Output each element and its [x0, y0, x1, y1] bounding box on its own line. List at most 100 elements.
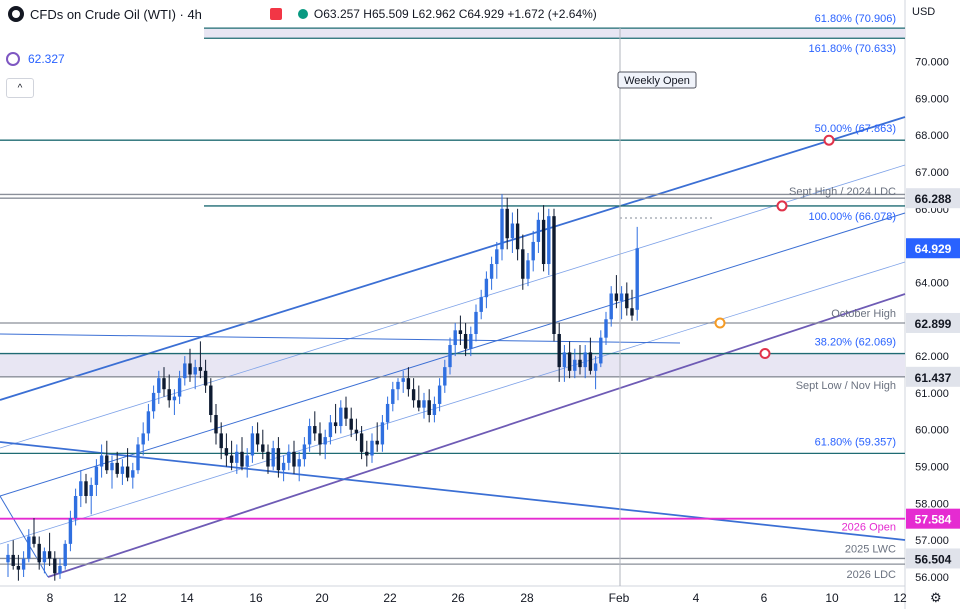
candle-body	[547, 216, 551, 265]
candle-body	[84, 481, 88, 496]
candle-body	[593, 363, 598, 371]
level-label: 161.80% (70.633)	[809, 43, 896, 55]
price-tag	[906, 312, 960, 333]
channel-quarter-line	[0, 164, 906, 449]
candle-body	[287, 451, 291, 463]
x-tick-label: 20	[315, 591, 329, 605]
weekly-open-tag	[617, 71, 697, 89]
candle-body	[541, 219, 546, 265]
level-label: 61.80% (59.357)	[815, 436, 896, 448]
channel-upper-line	[0, 116, 906, 401]
candle-body	[385, 403, 390, 423]
candle-body	[365, 451, 369, 456]
candle-body	[94, 466, 99, 485]
gear-icon[interactable]: ⚙	[930, 590, 942, 605]
candle-body	[6, 554, 10, 563]
y-tick-label: 68.000	[915, 130, 949, 142]
price-tag	[906, 188, 960, 209]
ohlc-readout: O63.257 H65.509 L62.962 C64.929 +1.672 (…	[313, 7, 597, 21]
candle-body	[422, 400, 426, 408]
price-tag-label: 64.929	[915, 242, 952, 256]
y-tick-label: 64.000	[915, 277, 949, 289]
candle-body	[105, 455, 109, 471]
level-label: 38.20% (62.069)	[815, 337, 896, 349]
x-tick-label: 12	[893, 591, 907, 605]
candle-body	[209, 385, 213, 415]
candle-body	[328, 422, 333, 438]
price-tag	[906, 366, 960, 387]
candle-body	[531, 241, 535, 261]
candle-body	[151, 392, 156, 412]
candle-body	[125, 466, 130, 478]
candle-body	[292, 451, 296, 467]
candle-body	[432, 403, 437, 415]
price-tag-label: 56.504	[915, 552, 952, 566]
candle-body	[219, 433, 223, 449]
y-tick-label: 62.000	[915, 351, 949, 363]
candle-body	[510, 223, 515, 239]
candle-body	[53, 558, 57, 574]
candle-body	[526, 260, 530, 279]
candle-body	[177, 378, 182, 397]
candle-body	[635, 248, 639, 310]
candle-body	[115, 462, 119, 474]
chart-header: CFDs on Crude Oil (WTI) · 4h O63.257 H65…	[0, 0, 905, 28]
candle-body	[391, 389, 395, 404]
candle-body	[396, 381, 400, 390]
candle-body	[349, 418, 353, 430]
candle-body	[120, 466, 125, 474]
candle-body	[609, 293, 613, 320]
price-tag-label: 66.288	[915, 192, 952, 206]
candle-body	[562, 352, 567, 368]
candle-body	[183, 363, 187, 379]
x-tick-label: 12	[113, 591, 127, 605]
price-tag-label: 57.584	[915, 513, 952, 527]
candle-body	[157, 378, 161, 393]
candle-body	[567, 352, 572, 371]
candle-body	[235, 451, 239, 463]
candle-body	[198, 367, 203, 371]
collapse-legend-button[interactable]: ^	[6, 78, 34, 98]
candle-body	[167, 389, 171, 401]
candle-body	[619, 293, 624, 301]
indicator-legend[interactable]: 62.327	[6, 52, 65, 66]
level-label: 2026 Open	[842, 522, 896, 534]
candle-body	[16, 565, 21, 570]
candle-body	[68, 518, 73, 544]
currency-label[interactable]: USD	[912, 6, 936, 18]
y-tick-label: 67.000	[915, 167, 949, 179]
price-tag	[906, 238, 960, 259]
candle-body	[203, 370, 208, 386]
price-tag	[906, 508, 960, 529]
chevron-up-icon: ^	[17, 82, 23, 94]
candle-body	[240, 451, 244, 467]
level-label: 100.00% (66.078)	[809, 211, 896, 223]
candle-body	[339, 407, 343, 427]
candle-body	[162, 378, 166, 390]
symbol-title[interactable]: CFDs on Crude Oil (WTI) · 4h	[30, 6, 202, 22]
x-tick-label: 8	[47, 591, 54, 605]
candle-body	[313, 426, 317, 434]
symbol-logo-icon[interactable]	[8, 6, 24, 22]
candle-body	[297, 459, 301, 467]
candle-body	[588, 352, 593, 371]
candle-body	[474, 311, 478, 334]
y-tick-label: 59.000	[915, 462, 949, 474]
level-label: Sept Low / Nov High	[796, 380, 896, 392]
level-label: 2025 LWC	[845, 543, 896, 555]
flag-icon[interactable]	[269, 8, 282, 20]
x-tick-label: 6	[761, 591, 768, 605]
candle-body	[110, 462, 114, 471]
candle-body	[276, 448, 281, 471]
candle-body	[453, 330, 457, 346]
candle-body	[58, 565, 62, 574]
x-tick-label: 4	[693, 591, 700, 605]
candle-body	[448, 345, 452, 368]
x-tick-label: 22	[383, 591, 397, 605]
candle-body	[375, 440, 379, 445]
candle-body	[354, 429, 359, 434]
candle-body	[552, 216, 556, 334]
candle-body	[500, 208, 504, 250]
candle-body	[604, 319, 608, 338]
